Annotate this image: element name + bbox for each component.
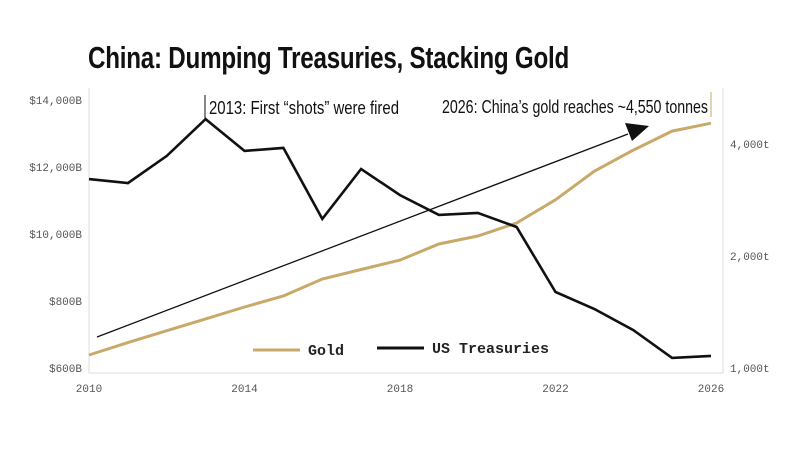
right-tick-label: 1,000t: [730, 364, 770, 376]
annotation-2026: 2026: China’s gold reaches ~4,550 tonnes: [442, 97, 708, 117]
trend-arrow-line: [96, 133, 629, 338]
legend: Gold US Treasuries: [253, 341, 549, 360]
annotation-2013: 2013: First “shots” were fired: [209, 98, 399, 118]
x-tick-label: 2014: [231, 384, 258, 396]
legend-gold-label: Gold: [308, 343, 344, 360]
legend-treasuries-label: US Treasuries: [432, 341, 549, 358]
right-tick-label: 4,000t: [730, 140, 770, 152]
left-tick-label: $12,000B: [29, 163, 82, 175]
left-tick-label: $800B: [49, 297, 82, 309]
trend-arrow-head: [625, 123, 649, 141]
right-tick-label: 2,000t: [730, 252, 770, 264]
x-tick-label: 2018: [387, 384, 413, 396]
left-tick-label: $14,000B: [29, 96, 82, 108]
x-tick-label: 2010: [76, 384, 102, 396]
x-tick-label: 2022: [542, 384, 568, 396]
chart-title: China: Dumping Treasuries, Stacking Gold: [88, 40, 570, 75]
series-line-us-treasuries: [88, 117, 712, 360]
x-tick-label: 2026: [698, 384, 724, 396]
left-tick-label: $10,000B: [29, 230, 82, 242]
left-tick-label: $600B: [49, 364, 82, 376]
